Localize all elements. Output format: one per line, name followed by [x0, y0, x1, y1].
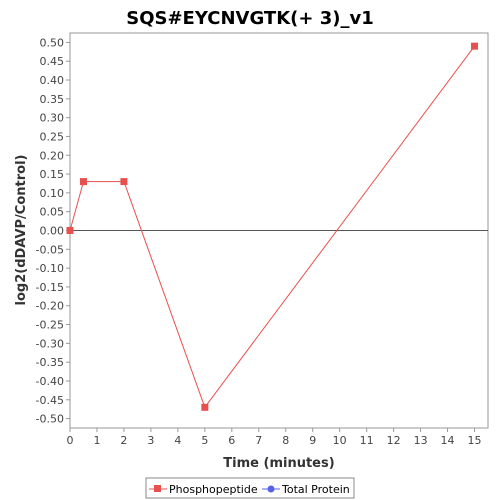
y-tick-label: -0.35	[36, 356, 64, 369]
legend-marker-total-protein	[267, 485, 275, 493]
x-tick-label: 2	[120, 434, 127, 447]
x-tick-label: 13	[414, 434, 428, 447]
legend: Phosphopeptide Total Protein	[145, 477, 355, 499]
x-tick-label: 5	[201, 434, 208, 447]
x-tick-label: 15	[468, 434, 482, 447]
legend-label-phosphopeptide: Phosphopeptide	[169, 483, 258, 496]
y-tick-label: 0.10	[40, 187, 65, 200]
x-tick-label: 7	[255, 434, 262, 447]
legend-label-total-protein: Total Protein	[281, 483, 350, 496]
y-tick-label: 0.30	[40, 112, 65, 125]
x-tick-label: 10	[333, 434, 347, 447]
y-tick-label: -0.15	[36, 281, 64, 294]
legend-marker-phosphopeptide	[154, 485, 161, 492]
data-point	[471, 42, 479, 50]
y-tick-label: -0.20	[36, 300, 64, 313]
x-tick-label: 3	[147, 434, 154, 447]
y-tick-label: -0.05	[36, 243, 64, 256]
x-tick-label: 14	[441, 434, 455, 447]
x-tick-label: 0	[67, 434, 74, 447]
x-tick-label: 11	[360, 434, 374, 447]
x-axis-title: Time (minutes)	[223, 456, 334, 471]
y-tick-label: 0.25	[40, 130, 65, 143]
x-axis: 0 1 2 3 4 5 6 7 8 9 10 11 12 13 14 15	[67, 428, 482, 447]
data-point	[201, 403, 209, 411]
y-tick-label: -0.10	[36, 262, 64, 275]
y-tick-label: 0.40	[40, 74, 65, 87]
y-tick-label: -0.40	[36, 375, 64, 388]
y-tick-label: -0.45	[36, 394, 64, 407]
data-point	[120, 178, 128, 186]
legend-box	[145, 477, 355, 499]
data-point	[79, 178, 87, 186]
y-tick-label: -0.30	[36, 337, 64, 350]
x-tick-label: 12	[387, 434, 401, 447]
y-tick-label: -0.50	[36, 413, 64, 426]
y-tick-label: 0.00	[40, 225, 65, 238]
x-tick-label: 4	[174, 434, 181, 447]
y-axis-title: log2(dDAVP/Control)	[14, 155, 29, 306]
x-tick-label: 1	[93, 434, 100, 447]
data-point	[66, 227, 74, 234]
x-tick-label: 6	[228, 434, 235, 447]
y-tick-label: 0.20	[40, 149, 65, 162]
y-tick-label: -0.25	[36, 319, 64, 332]
y-tick-label: 0.50	[40, 36, 65, 49]
x-tick-label: 8	[282, 434, 289, 447]
y-tick-label: 0.05	[40, 206, 65, 219]
chart-title: SQS#EYCNVGTK(+ 3)_v1	[126, 8, 373, 29]
y-tick-label: 0.45	[40, 55, 65, 68]
x-tick-label: 9	[309, 434, 316, 447]
y-axis: 0.50 0.45 0.40 0.35 0.30 0.25 0.20 0.15 0.10 0.05…	[36, 36, 70, 426]
y-tick-label: 0.35	[40, 93, 65, 106]
y-tick-label: 0.15	[40, 168, 65, 181]
series-layer	[66, 42, 479, 411]
